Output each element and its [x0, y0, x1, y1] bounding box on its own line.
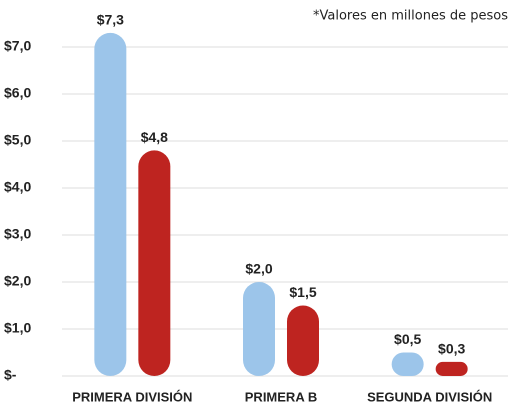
bar: [138, 150, 171, 376]
x-tick-label: PRIMERA B: [245, 389, 317, 404]
y-tick-label: $1,0: [4, 320, 31, 336]
x-tick-label: SEGUNDA DIVISIÓN: [367, 389, 492, 404]
value-label: $2,0: [245, 261, 272, 277]
bar: [243, 282, 275, 376]
value-label: $1,5: [289, 284, 316, 300]
y-tick-label: $5,0: [4, 132, 31, 148]
value-label: $4,8: [141, 129, 168, 145]
bar: [94, 32, 127, 377]
bar: [435, 361, 468, 376]
value-label: $0,5: [394, 331, 421, 347]
bar: [391, 352, 424, 376]
y-tick-label: $7,0: [4, 38, 31, 54]
value-label: $0,3: [438, 341, 465, 357]
y-tick-label: $3,0: [4, 226, 31, 242]
y-tick-label: $2,0: [4, 273, 31, 289]
y-tick-label: $6,0: [4, 85, 31, 101]
y-tick-label: $-: [4, 367, 17, 383]
x-tick-label: PRIMERA DIVISIÓN: [72, 389, 192, 404]
value-label: $7,3: [97, 12, 124, 28]
bar: [287, 305, 319, 376]
y-tick-label: $4,0: [4, 179, 31, 195]
chart-subtitle: *Valores en millones de pesos: [313, 9, 508, 24]
